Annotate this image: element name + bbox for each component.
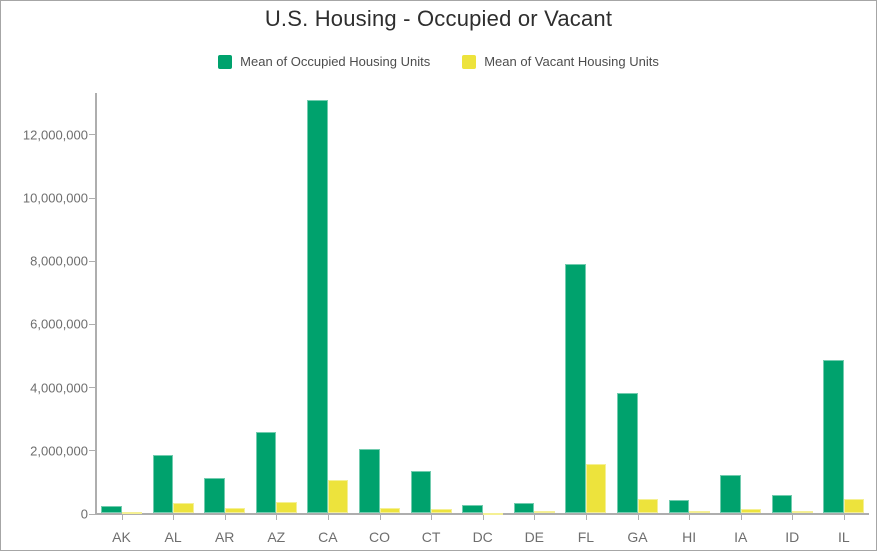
bar-vacant-DE[interactable] (534, 510, 555, 514)
x-axis-tick (689, 514, 691, 520)
bar-occupied-IA[interactable] (720, 474, 741, 514)
bar-occupied-CA[interactable] (307, 99, 328, 514)
x-axis-tick (121, 514, 123, 520)
bar-occupied-GA[interactable] (617, 393, 638, 514)
y-axis-tick (89, 387, 95, 389)
bar-occupied-FL[interactable] (565, 263, 586, 514)
x-axis-tick (327, 514, 329, 520)
x-axis-tick (173, 514, 175, 520)
y-axis-tick (89, 197, 95, 199)
x-axis-label-CT: CT (421, 529, 441, 545)
bar-vacant-CA[interactable] (327, 480, 349, 514)
legend-label-vacant: Mean of Vacant Housing Units (484, 54, 659, 69)
x-axis-tick (379, 514, 381, 520)
bar-occupied-IL[interactable] (823, 360, 844, 514)
bar-occupied-HI[interactable] (668, 500, 690, 514)
x-axis-label-IL: IL (838, 529, 850, 545)
y-axis-label: 4,000,000 (30, 380, 88, 396)
x-axis-label-HI: HI (682, 529, 697, 545)
bar-occupied-AK[interactable] (101, 505, 122, 514)
bar-vacant-AZ[interactable] (276, 501, 297, 514)
x-axis-tick (740, 514, 742, 520)
bar-vacant-CT[interactable] (431, 509, 452, 514)
bar-occupied-AZ[interactable] (255, 432, 277, 514)
legend-item-occupied[interactable]: Mean of Occupied Housing Units (218, 54, 430, 69)
legend-item-vacant[interactable]: Mean of Vacant Housing Units (462, 54, 659, 69)
x-axis-label-CO: CO (369, 529, 390, 545)
x-axis-tick (276, 514, 278, 520)
y-axis-tick (89, 260, 95, 262)
bar-vacant-GA[interactable] (637, 498, 658, 514)
x-axis-line (95, 512, 869, 515)
y-axis-tick (89, 323, 95, 325)
x-axis-label-FL: FL (577, 529, 595, 545)
bar-vacant-AR[interactable] (224, 508, 246, 514)
x-axis-label-ID: ID (785, 529, 800, 545)
vacant-series-swatch-icon (462, 54, 477, 69)
bar-vacant-AL[interactable] (173, 502, 194, 514)
bar-vacant-IL[interactable] (843, 498, 865, 514)
y-axis-label: 12,000,000 (22, 127, 88, 143)
x-axis-tick (224, 514, 226, 520)
bar-occupied-DC[interactable] (462, 505, 483, 514)
x-axis-label-GA: GA (627, 529, 648, 545)
y-axis-label: 6,000,000 (30, 316, 88, 332)
bar-vacant-DC[interactable] (482, 512, 504, 515)
x-axis-label-AL: AL (164, 529, 182, 545)
y-axis-label: 0 (80, 506, 88, 522)
y-axis-label: 8,000,000 (30, 253, 88, 269)
x-axis-label-DC: DC (472, 529, 493, 545)
bar-vacant-CO[interactable] (379, 507, 400, 514)
bar-occupied-AR[interactable] (204, 477, 225, 514)
bar-vacant-HI[interactable] (689, 510, 710, 514)
x-axis-tick (482, 514, 484, 520)
x-axis-label-AR: AR (214, 529, 235, 545)
x-axis-tick (637, 514, 639, 520)
x-axis-label-DE: DE (524, 529, 545, 545)
bar-occupied-DE[interactable] (513, 503, 535, 514)
x-axis-tick (792, 514, 794, 520)
x-axis-label-AK: AK (112, 529, 131, 545)
y-axis-tick (89, 450, 95, 452)
bar-vacant-ID[interactable] (792, 510, 813, 514)
y-axis-tick (89, 513, 95, 515)
y-axis-line (95, 93, 97, 515)
bar-occupied-ID[interactable] (771, 494, 793, 514)
bar-occupied-CT[interactable] (410, 471, 432, 514)
y-axis-label: 2,000,000 (30, 443, 88, 459)
x-axis-tick (534, 514, 536, 520)
x-axis-tick (843, 514, 845, 520)
chart-title: U.S. Housing - Occupied or Vacant (264, 6, 613, 31)
x-axis-label-CA: CA (318, 529, 338, 545)
x-axis-label-AZ: AZ (267, 529, 286, 545)
x-axis-tick (585, 514, 587, 520)
x-axis-label-IA: IA (734, 529, 748, 545)
occupied-series-swatch-icon (218, 54, 233, 69)
bar-occupied-CO[interactable] (359, 448, 380, 514)
bar-occupied-AL[interactable] (152, 455, 174, 514)
y-axis-label: 10,000,000 (22, 190, 88, 206)
bar-vacant-FL[interactable] (585, 463, 607, 514)
legend-label-occupied: Mean of Occupied Housing Units (240, 54, 431, 69)
legend: Mean of Occupied Housing Units Mean of V… (1, 54, 876, 69)
x-axis-tick (431, 514, 433, 520)
bar-vacant-IA[interactable] (740, 509, 762, 514)
bar-vacant-AK[interactable] (121, 511, 142, 514)
y-axis-tick (89, 134, 95, 136)
